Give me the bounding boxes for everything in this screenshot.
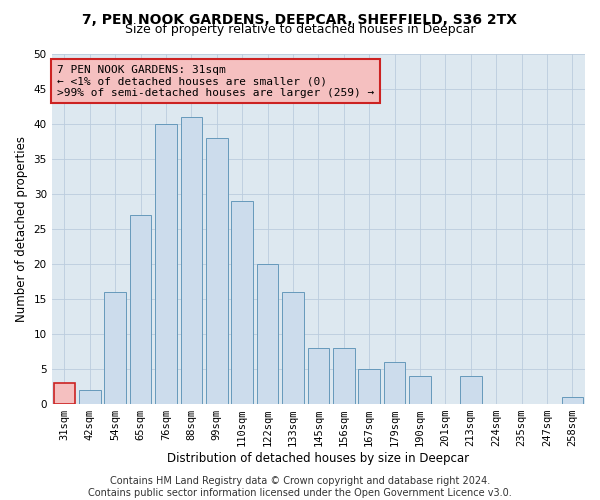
- Bar: [130, 215, 151, 404]
- Bar: [282, 292, 304, 404]
- Text: 7 PEN NOOK GARDENS: 31sqm
← <1% of detached houses are smaller (0)
>99% of semi-: 7 PEN NOOK GARDENS: 31sqm ← <1% of detac…: [57, 64, 374, 98]
- Bar: [53, 383, 75, 404]
- Bar: [155, 124, 177, 404]
- Bar: [384, 362, 406, 404]
- Bar: [358, 369, 380, 404]
- Bar: [409, 376, 431, 404]
- Bar: [562, 397, 583, 404]
- X-axis label: Distribution of detached houses by size in Deepcar: Distribution of detached houses by size …: [167, 452, 469, 465]
- Text: Contains HM Land Registry data © Crown copyright and database right 2024.
Contai: Contains HM Land Registry data © Crown c…: [88, 476, 512, 498]
- Bar: [79, 390, 101, 404]
- Bar: [206, 138, 227, 404]
- Bar: [104, 292, 126, 404]
- Bar: [333, 348, 355, 404]
- Bar: [460, 376, 482, 404]
- Y-axis label: Number of detached properties: Number of detached properties: [15, 136, 28, 322]
- Text: 7, PEN NOOK GARDENS, DEEPCAR, SHEFFIELD, S36 2TX: 7, PEN NOOK GARDENS, DEEPCAR, SHEFFIELD,…: [83, 12, 517, 26]
- Bar: [308, 348, 329, 404]
- Bar: [257, 264, 278, 404]
- Bar: [232, 201, 253, 404]
- Bar: [181, 117, 202, 404]
- Text: Size of property relative to detached houses in Deepcar: Size of property relative to detached ho…: [125, 22, 475, 36]
